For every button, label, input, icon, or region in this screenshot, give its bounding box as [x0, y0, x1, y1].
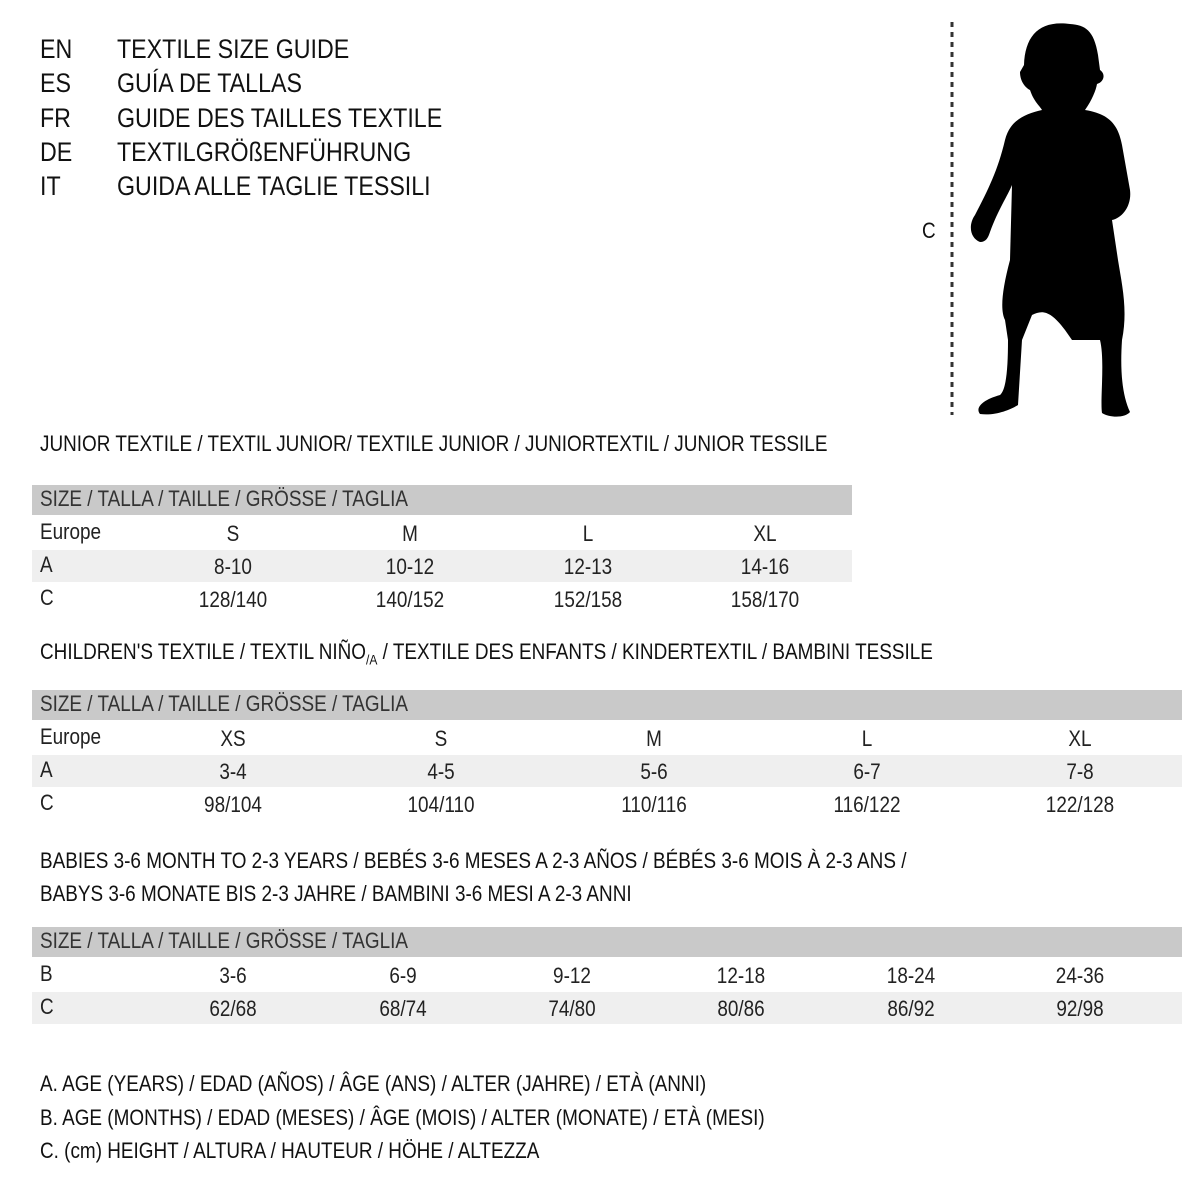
size-header-bar: SIZE / TALLA / TAILLE / GRÖSSE / TAGLIA [32, 485, 852, 515]
table-cell: 24-36 [1055, 963, 1105, 988]
table-row: A 3-4 4-5 5-6 6-7 7-8 [32, 755, 1182, 787]
language-code: EN [40, 34, 73, 64]
language-code: IT [40, 171, 61, 202]
legend-line: B. AGE (MONTHS) / EDAD (MESES) / ÂGE (MO… [40, 1104, 765, 1130]
table-cell: 128/140 [198, 587, 268, 612]
row-label: A [40, 757, 53, 782]
table-cell: 3-4 [219, 759, 247, 784]
table-cell: 12-18 [716, 963, 766, 988]
section-title-children: CHILDREN'S TEXTILE / TEXTIL NIÑO/A / TEX… [40, 639, 933, 668]
table-cell: 9-12 [553, 963, 591, 988]
table-row: B 3-6 6-9 9-12 12-18 18-24 24-36 [32, 959, 1182, 991]
row-label: C [40, 790, 54, 815]
table-cell: 158/170 [730, 587, 800, 612]
table-cell: 3-6 [219, 963, 247, 988]
legend-line: C. (cm) HEIGHT / ALTURA / HAUTEUR / HÖHE… [40, 1138, 540, 1163]
table-cell: 74/80 [548, 996, 596, 1021]
language-code: FR [40, 102, 71, 133]
table-cell: 7-8 [1066, 759, 1094, 784]
table-cell: 122/128 [1045, 792, 1115, 817]
row-label: C [40, 585, 54, 610]
table-cell: M [646, 726, 662, 751]
size-header-bar: SIZE / TALLA / TAILLE / GRÖSSE / TAGLIA [32, 690, 1182, 720]
table-cell: 10-12 [385, 554, 435, 579]
table-cell: 6-7 [853, 759, 881, 784]
table-row: C 128/140 140/152 152/158 158/170 [32, 583, 852, 615]
table-cell: L [861, 726, 873, 751]
table-cell: 6-9 [389, 963, 417, 988]
size-header-label: SIZE / TALLA / TAILLE / GRÖSSE / TAGLIA [40, 928, 409, 953]
section-title-junior: JUNIOR TEXTILE / TEXTIL JUNIOR/ TEXTILE … [40, 431, 828, 456]
table-cell: 62/68 [209, 996, 257, 1021]
guide-title: GUIDE DES TAILLES TEXTILE [117, 102, 443, 133]
table-cell: 140/152 [375, 587, 445, 612]
table-cell: 4-5 [427, 759, 455, 784]
table-cell: S [226, 521, 240, 546]
table-row: C 62/68 68/74 74/80 80/86 86/92 92/98 [32, 992, 1182, 1024]
table-cell: 98/104 [204, 792, 262, 817]
table-cell: 80/86 [717, 996, 765, 1021]
table-cell: 18-24 [886, 963, 936, 988]
table-cell: 152/158 [553, 587, 623, 612]
table-cell: 5-6 [640, 759, 668, 784]
table-row: A 8-10 10-12 12-13 14-16 [32, 550, 852, 582]
section-title-babies: BABIES 3-6 MONTH TO 2-3 YEARS / BEBÉS 3-… [40, 848, 907, 873]
measure-label-c: C [922, 218, 936, 243]
table-cell: M [402, 521, 418, 546]
size-header-label: SIZE / TALLA / TAILLE / GRÖSSE / TAGLIA [40, 691, 409, 716]
table-cell: 92/98 [1056, 996, 1104, 1021]
guide-title: TEXTILE SIZE GUIDE [117, 34, 350, 64]
section-title-babies-2: BABYS 3-6 MONATE BIS 2-3 JAHRE / BAMBINI… [40, 881, 632, 906]
row-label: Europe [40, 724, 102, 749]
table-cell: XL [1068, 726, 1092, 751]
table-cell: 110/116 [621, 792, 687, 817]
row-label: Europe [40, 519, 102, 544]
row-label: A [40, 552, 53, 577]
row-label: C [40, 994, 54, 1019]
table-cell: 86/92 [887, 996, 935, 1021]
table-row: Europe S M L XL [32, 517, 852, 549]
guide-title: GUÍA DE TALLAS [117, 68, 302, 99]
child-silhouette-icon [950, 22, 1131, 417]
legend-line: A. AGE (YEARS) / EDAD (AÑOS) / ÂGE (ANS)… [40, 1071, 707, 1096]
row-label: B [40, 961, 53, 986]
table-cell: L [582, 521, 594, 546]
table-cell: S [434, 726, 448, 751]
table-cell: 68/74 [379, 996, 427, 1021]
guide-title: GUIDA ALLE TAGLIE TESSILI [117, 171, 431, 202]
table-cell: 14-16 [740, 554, 790, 579]
table-cell: 116/122 [833, 792, 901, 817]
table-cell: 8-10 [214, 554, 252, 579]
language-code: DE [40, 136, 73, 167]
guide-title: TEXTILGRÖßENFÜHRUNG [117, 136, 412, 167]
language-code: ES [40, 68, 71, 99]
table-cell: 104/110 [407, 792, 475, 817]
size-header-bar: SIZE / TALLA / TAILLE / GRÖSSE / TAGLIA [32, 927, 1182, 957]
table-cell: XL [753, 521, 777, 546]
table-row: C 98/104 104/110 110/116 116/122 122/128 [32, 788, 1182, 820]
size-header-label: SIZE / TALLA / TAILLE / GRÖSSE / TAGLIA [40, 486, 409, 511]
table-cell: XS [220, 726, 246, 751]
table-cell: 12-13 [563, 554, 613, 579]
table-row: Europe XS S M L XL [32, 722, 1182, 754]
